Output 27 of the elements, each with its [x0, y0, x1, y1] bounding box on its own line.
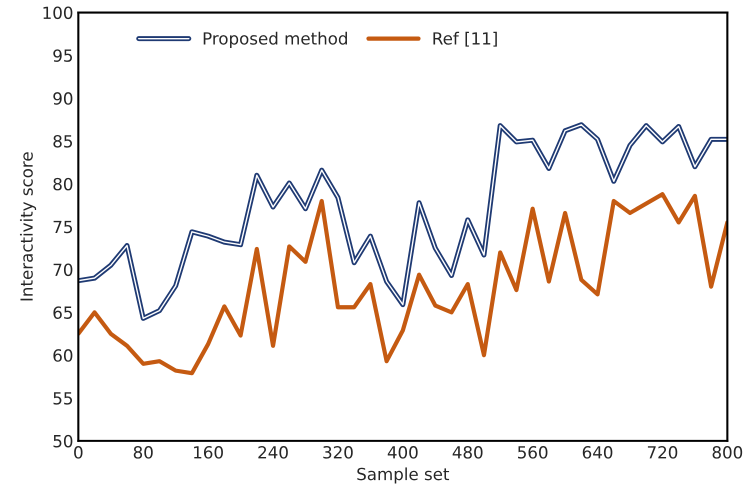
- y-tick-label: 90: [53, 92, 72, 105]
- legend-label: Ref [11]: [433, 32, 497, 47]
- x-tick-label: 720: [648, 446, 678, 459]
- x-tick-label: 560: [518, 446, 548, 459]
- legend-label: Proposed method: [204, 32, 347, 48]
- x-tick-label: 480: [452, 446, 483, 459]
- y-tick-label: 75: [54, 220, 72, 234]
- x-tick-label: 240: [258, 446, 288, 459]
- x-tick-label: 320: [323, 446, 353, 459]
- y-tick-label: 55: [54, 392, 72, 405]
- y-tick-label: 65: [53, 306, 72, 319]
- y-tick-label: 50: [54, 434, 72, 448]
- y-tick-label: 85: [53, 134, 72, 148]
- x-tick-label: 800: [712, 446, 742, 459]
- x-tick-label: 640: [582, 446, 612, 459]
- x-tick-label: 400: [388, 446, 418, 459]
- x-tick-label: 160: [194, 446, 223, 459]
- x-axis-title: Sample set: [357, 467, 450, 484]
- y-tick-label: 60: [53, 349, 72, 362]
- y-tick-label: 80: [53, 178, 72, 190]
- x-tick-label: 80: [134, 446, 153, 459]
- x-tick-label: 0: [74, 446, 83, 459]
- line-series: [78, 192, 728, 376]
- y-tick-label: 100: [43, 6, 72, 20]
- y-tick-label: 95: [53, 49, 72, 62]
- y-tick-label: 70: [54, 264, 72, 276]
- y-axis-title: Interactivity score: [20, 152, 36, 300]
